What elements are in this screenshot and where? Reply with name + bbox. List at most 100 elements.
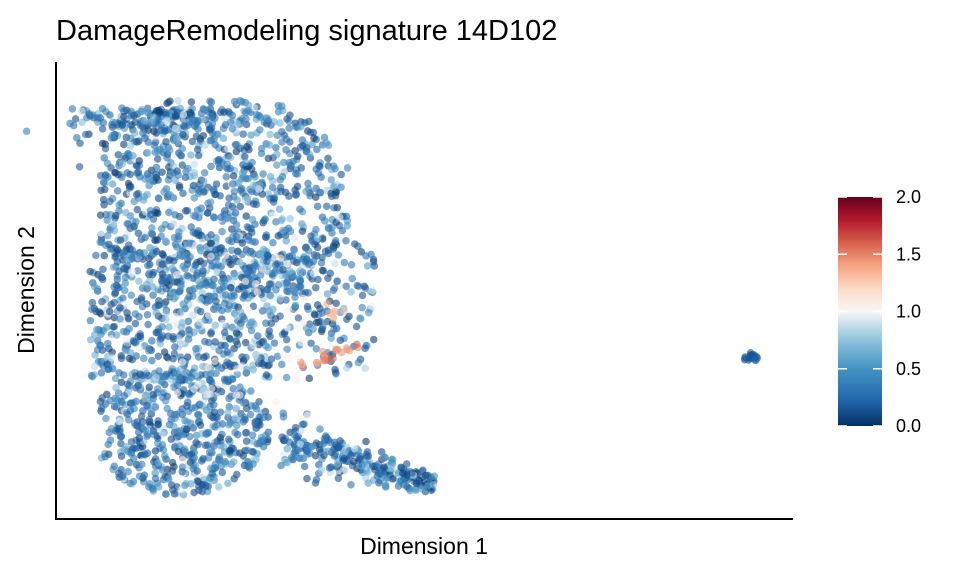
data-point (173, 389, 182, 397)
data-point (198, 480, 206, 489)
data-point (99, 118, 108, 127)
data-point (127, 269, 136, 278)
data-point (125, 354, 134, 363)
data-point (188, 137, 197, 146)
data-point (364, 308, 373, 317)
data-point (282, 145, 290, 154)
data-point (290, 233, 299, 242)
data-point (244, 236, 253, 244)
data-point (169, 422, 178, 431)
data-point (240, 291, 249, 300)
data-point (174, 232, 183, 241)
data-point (216, 433, 225, 442)
data-point (266, 292, 275, 300)
data-point (342, 364, 351, 372)
data-point (279, 265, 287, 274)
data-point (248, 431, 257, 439)
data-point (120, 445, 129, 454)
data-point (265, 326, 274, 335)
data-point (137, 107, 146, 116)
data-point (231, 208, 240, 217)
data-point (120, 264, 129, 273)
data-point (112, 331, 121, 339)
data-point (141, 233, 149, 242)
data-point (229, 457, 238, 466)
data-point (283, 115, 291, 123)
data-point (284, 354, 293, 363)
data-point (226, 283, 235, 292)
data-point (78, 118, 86, 127)
data-point (158, 322, 167, 331)
data-point (145, 383, 154, 392)
data-point (316, 425, 324, 433)
data-point (279, 158, 288, 167)
data-point (93, 345, 102, 354)
data-point (380, 463, 388, 472)
data-point (251, 418, 259, 426)
data-point (196, 318, 204, 327)
data-point (97, 229, 105, 238)
data-point (116, 432, 125, 441)
data-point (243, 446, 252, 455)
data-point (226, 153, 235, 162)
data-point (240, 315, 249, 323)
data-point (276, 183, 285, 192)
data-point (311, 283, 320, 292)
data-point (310, 311, 319, 319)
data-point (113, 246, 122, 254)
data-point (148, 283, 157, 291)
data-point (327, 334, 336, 342)
data-point (304, 246, 313, 255)
data-point (319, 266, 328, 275)
data-point (239, 417, 248, 426)
colorbar-tick-label: 0.0 (896, 416, 921, 436)
data-point (295, 454, 304, 463)
data-point (232, 140, 241, 149)
data-point (122, 208, 130, 217)
data-point (133, 138, 141, 146)
data-point (332, 299, 340, 308)
data-point (143, 401, 151, 410)
data-point (740, 355, 749, 364)
data-point (120, 391, 129, 400)
data-point (137, 460, 146, 469)
data-point (230, 474, 239, 483)
data-point (223, 408, 232, 417)
data-point (297, 219, 306, 228)
data-point (97, 404, 106, 413)
data-point (273, 131, 282, 140)
data-point (283, 259, 292, 268)
data-point (133, 205, 142, 214)
data-point (261, 233, 270, 241)
data-point (196, 307, 205, 316)
data-point (124, 314, 133, 323)
data-point (362, 437, 370, 446)
data-point (207, 252, 215, 261)
data-point (293, 152, 302, 161)
data-point (135, 434, 144, 442)
data-point (132, 352, 141, 360)
data-point (264, 117, 273, 125)
data-point (291, 293, 299, 301)
data-point (368, 286, 377, 295)
data-point (353, 242, 362, 251)
data-point (239, 189, 247, 197)
data-point (313, 243, 322, 252)
data-point (246, 410, 255, 419)
data-point (130, 419, 139, 428)
data-point (206, 329, 215, 338)
data-point (300, 462, 309, 471)
data-point (214, 482, 223, 491)
data-point (418, 484, 426, 493)
data-point (329, 314, 338, 322)
data-point (126, 142, 135, 150)
data-point (158, 429, 167, 438)
data-point (131, 118, 140, 127)
data-point (125, 184, 134, 192)
data-point (220, 299, 229, 308)
data-point (169, 249, 178, 258)
data-point (256, 437, 265, 446)
data-point (224, 305, 232, 313)
data-point (220, 328, 229, 337)
data-point (213, 413, 221, 422)
